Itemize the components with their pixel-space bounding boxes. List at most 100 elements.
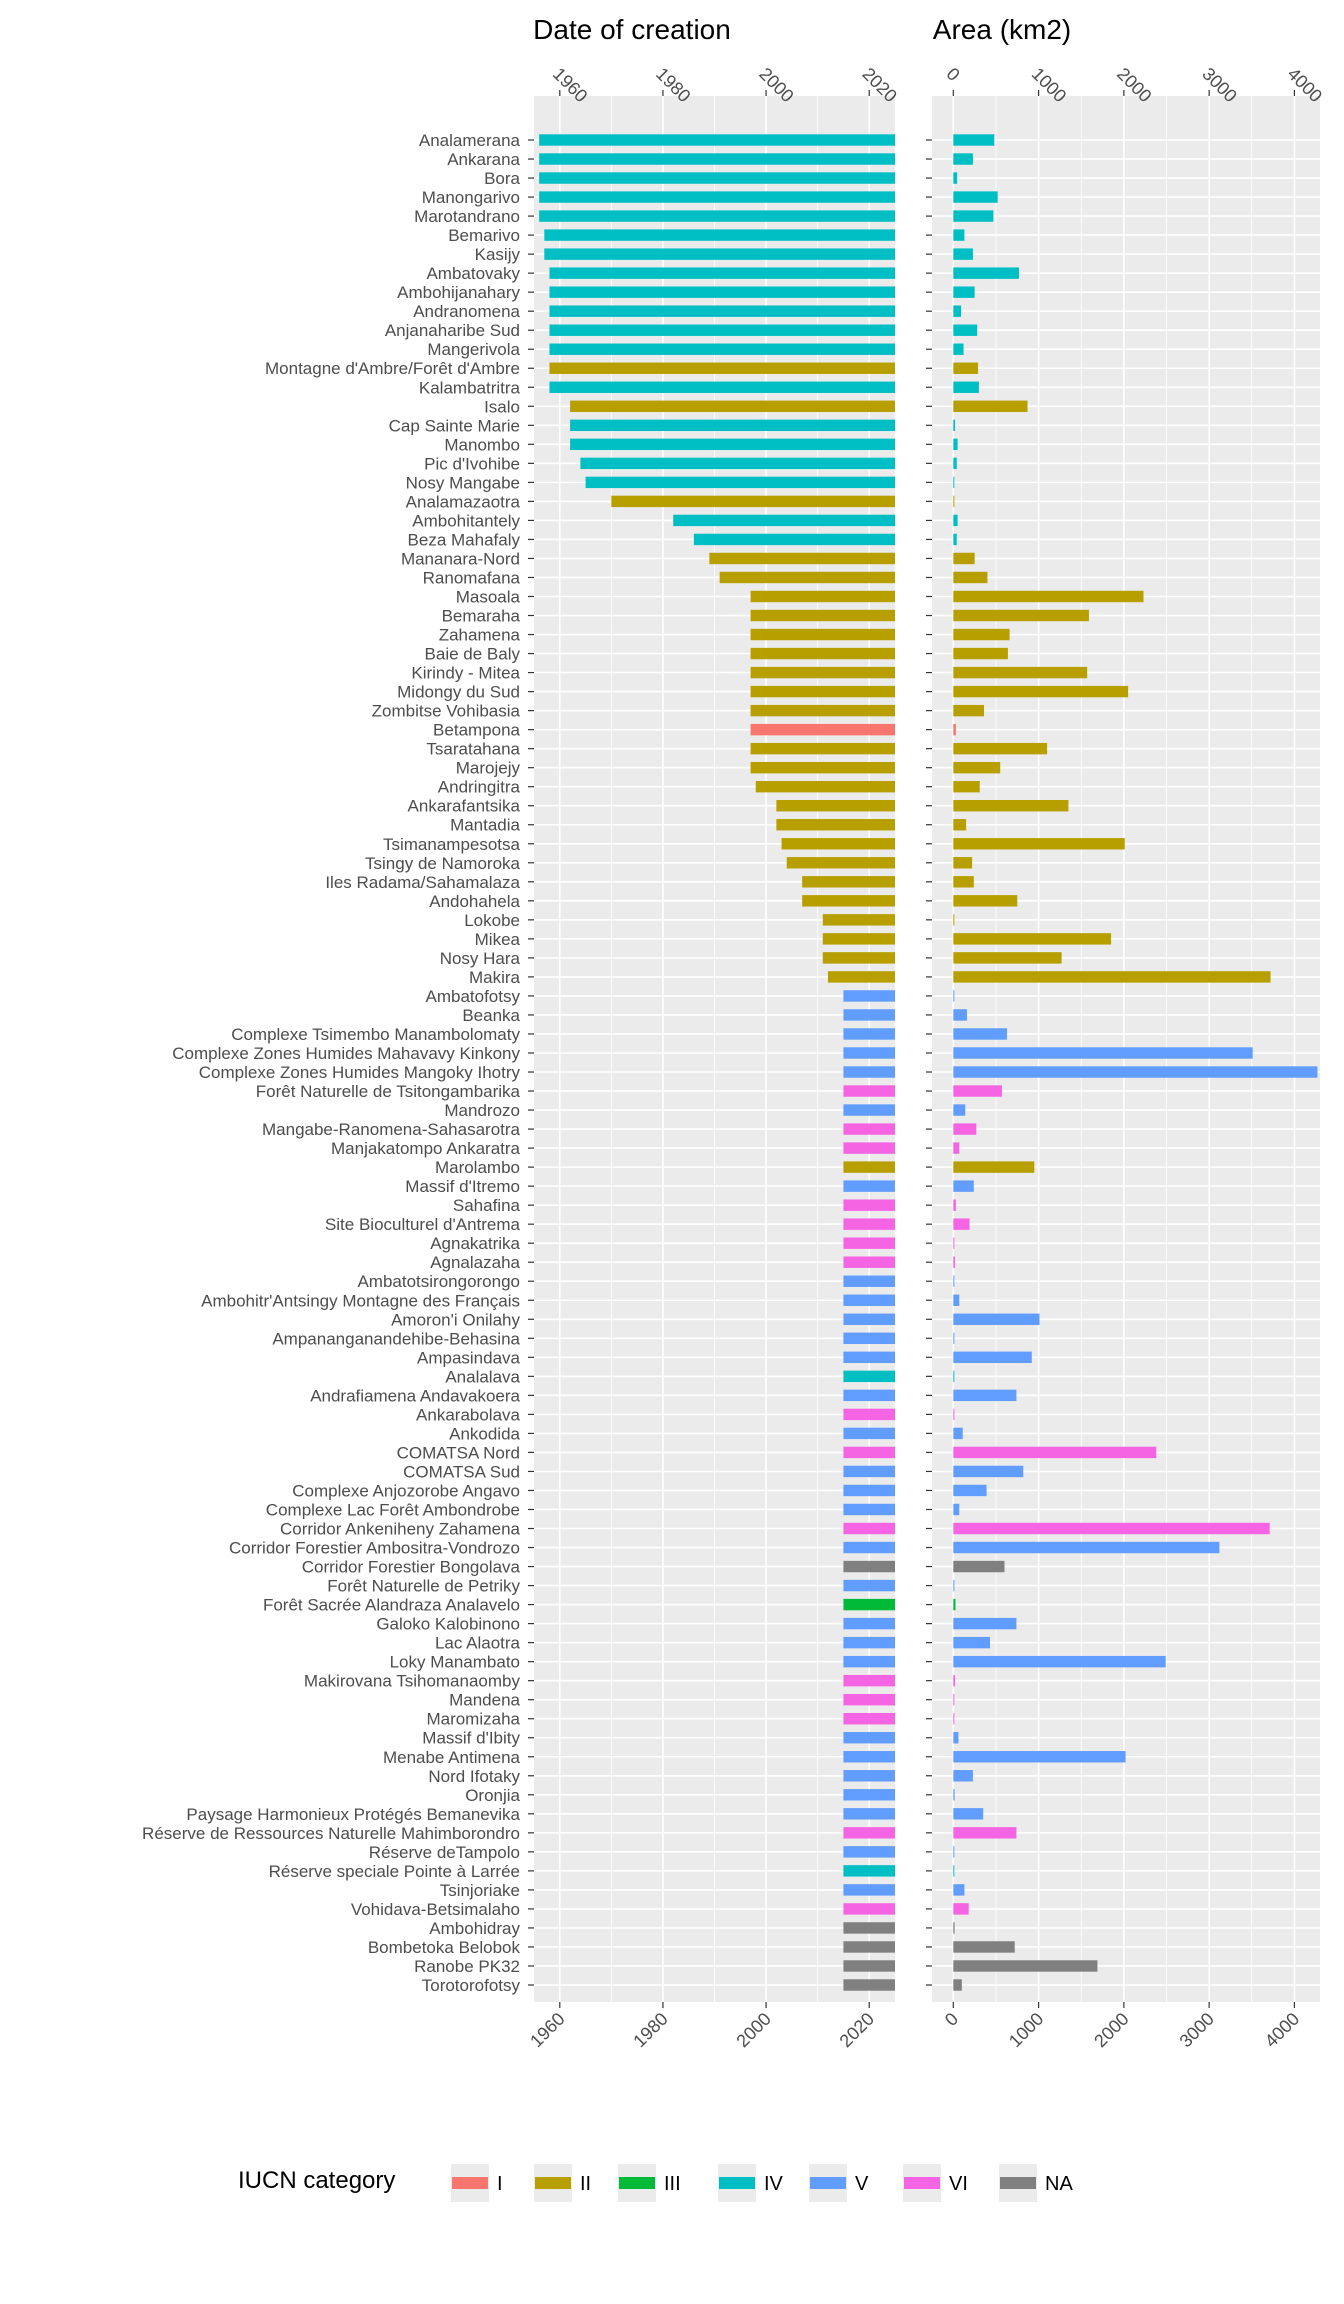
date-bar [843, 990, 895, 1002]
area-bar [953, 1123, 977, 1135]
legend-entry-label: V [855, 2173, 869, 2195]
date-bar [549, 305, 895, 317]
date-bar [822, 952, 895, 964]
date-bar [843, 1541, 895, 1554]
area-bar [953, 134, 995, 146]
date-bar [843, 1846, 895, 1858]
area-bar [953, 343, 964, 355]
category-label: Réserve deTampolo [369, 1843, 520, 1862]
category-label: Mantadia [450, 816, 520, 835]
area-bar [953, 1218, 970, 1230]
category-labels: AnalameranaAnkaranaBoraManongarivoMarota… [142, 131, 520, 1995]
area-bar [953, 838, 1125, 850]
category-label: Marolambo [435, 1158, 520, 1177]
date-bar [549, 267, 895, 279]
category-label: Corridor Ankeniheny Zahamena [280, 1520, 521, 1539]
area-bar [953, 1884, 965, 1896]
date-bar [776, 819, 895, 831]
area-bar [953, 1066, 1318, 1078]
legend-key-swatch [1000, 2177, 1036, 2189]
date-bar [549, 343, 895, 355]
category-label: Réserve de Ressources Naturelle Mahimbor… [142, 1824, 520, 1843]
category-label: Betampona [433, 721, 520, 740]
area-bottom-tick-label: 4000 [1261, 2009, 1303, 2051]
date-bar [750, 704, 895, 717]
area-bar [953, 362, 979, 374]
date-bar [843, 1674, 895, 1687]
category-label: Vohidava-Betsimalaho [351, 1900, 520, 1919]
area-bottom-tick-label: 2000 [1090, 2009, 1132, 2051]
date-bar [776, 800, 895, 812]
area-bar [953, 780, 980, 793]
area-bar [953, 153, 973, 165]
category-label: Bemaraha [442, 607, 521, 626]
date-bar [709, 552, 895, 565]
category-label: Manongarivo [422, 188, 520, 207]
date-bar [544, 229, 895, 241]
area-bar [953, 1903, 969, 1915]
category-label: Ankarabolava [416, 1405, 521, 1424]
date-bar [843, 1199, 895, 1211]
date-bar [580, 457, 895, 470]
date-bar [843, 1427, 895, 1440]
area-bar [953, 1142, 960, 1154]
area-bar [953, 1389, 1017, 1402]
category-label: Ankarana [447, 150, 520, 169]
area-bar [953, 248, 973, 260]
area-bar [953, 1104, 966, 1116]
area-bar [953, 971, 1271, 983]
legend-title: IUCN category [238, 2167, 395, 2194]
area-bar [953, 1294, 960, 1306]
category-label: Sahafina [453, 1196, 521, 1215]
category-label: Nosy Hara [440, 949, 521, 968]
area-bar [953, 1085, 1002, 1097]
date-bar [843, 1503, 895, 1516]
date-bar [843, 1522, 895, 1535]
date-bar [549, 286, 895, 298]
area-bar [953, 1827, 1017, 1839]
category-label: Mandrozo [444, 1101, 520, 1120]
date-bar [843, 1827, 895, 1839]
area-bar [953, 1047, 1253, 1059]
area-bar [953, 1313, 1040, 1325]
date-bar [843, 1332, 895, 1345]
category-label: Kalambatritra [419, 378, 521, 397]
category-label: Tsimanampesotsa [383, 835, 521, 854]
area-bar [953, 438, 958, 451]
date-bottom-tick-label: 1960 [526, 2009, 568, 2051]
area-bottom-tick-label: 0 [941, 2009, 962, 2030]
area-bar [953, 1751, 1126, 1763]
area-bar [953, 1713, 955, 1725]
date-bar [843, 1465, 895, 1478]
category-label: Site Bioculturel d'Antrema [325, 1215, 521, 1234]
category-label: Tsaratahana [426, 740, 520, 759]
date-bar [843, 1351, 895, 1364]
date-bar [544, 248, 895, 260]
area-bar [953, 1598, 956, 1611]
category-label: Masoala [456, 587, 521, 606]
date-bar [539, 172, 895, 184]
date-bar [843, 1713, 895, 1725]
area-bar [953, 400, 1028, 412]
area-bar [953, 590, 1144, 603]
area-bar [953, 647, 1008, 660]
category-label: Mandena [449, 1691, 520, 1710]
category-label: Ankarafantsika [408, 797, 521, 816]
date-bar [843, 1446, 895, 1459]
date-bar [843, 1370, 895, 1383]
category-label: Corridor Forestier Ambositra-Vondrozo [229, 1539, 520, 1558]
category-label: Ambohidray [429, 1919, 520, 1938]
area-bar [953, 1370, 955, 1383]
area-bar [953, 723, 956, 736]
date-bar [843, 1598, 895, 1611]
date-bar [843, 1903, 895, 1915]
area-bar [953, 1655, 1166, 1668]
area-bar [953, 895, 1018, 907]
category-label: Andringitra [438, 778, 521, 797]
date-bar [539, 153, 895, 165]
date-bar [843, 1275, 895, 1287]
category-label: Nosy Mangabe [406, 473, 520, 492]
category-label: COMATSA Nord [397, 1443, 520, 1462]
area-bar [953, 685, 1129, 698]
date-bar [843, 1237, 895, 1249]
